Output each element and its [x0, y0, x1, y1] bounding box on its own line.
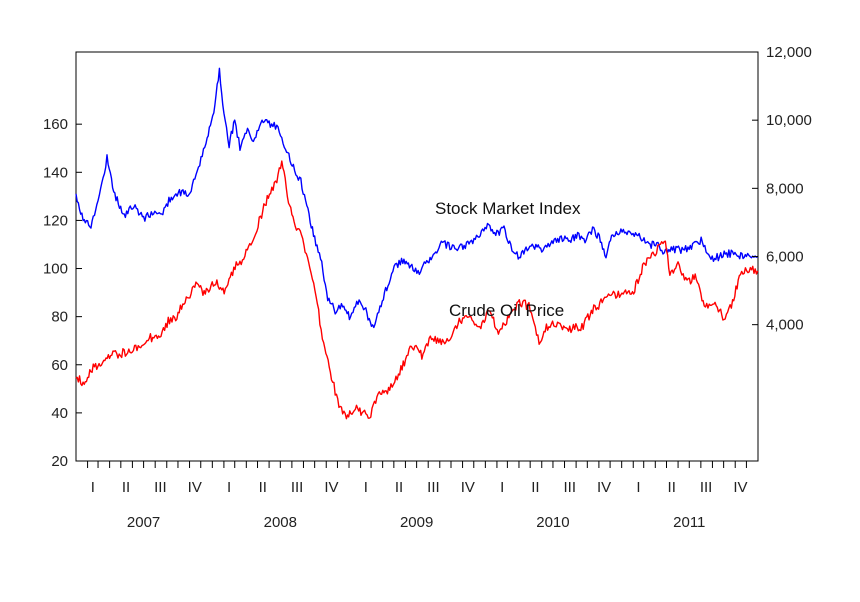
right-axis-tick-label: 8,000: [766, 180, 804, 197]
x-axis-quarter-label: IV: [461, 479, 475, 496]
stock-series-line: [75, 67, 758, 329]
x-axis-quarter-label: IV: [188, 479, 202, 496]
x-axis-quarter-label: I: [364, 479, 368, 496]
x-axis-quarter-label: IV: [597, 479, 611, 496]
right-axis-tick-label: 4,000: [766, 317, 804, 334]
left-axis-tick-label: 160: [43, 116, 68, 133]
x-axis-quarter-label: IV: [324, 479, 338, 496]
crude-oil-price-label: Crude Oil Price: [449, 301, 564, 320]
x-axis-quarter-label: II: [395, 479, 403, 496]
x-axis-quarter-label: III: [700, 479, 713, 496]
x-axis-quarter-label: III: [291, 479, 304, 496]
left-axis-tick-label: 40: [51, 405, 68, 422]
axes-layer: 20 40 60 80 100 120 140 160 4,000 6,000 8,000 10,00…: [43, 44, 812, 531]
x-axis-year-label: 2008: [264, 514, 297, 531]
right-axis-tick-label: 12,000: [766, 44, 812, 61]
x-axis-quarter-label: I: [227, 479, 231, 496]
x-axis-quarter-label: I: [636, 479, 640, 496]
left-axis-tick-label: 20: [51, 453, 68, 470]
x-axis-quarter-label: III: [564, 479, 577, 496]
left-axis-tick-label: 120: [43, 212, 68, 229]
x-axis-quarter-label: II: [122, 479, 130, 496]
right-axis-tick-label: 10,000: [766, 112, 812, 129]
x-axis-quarter-label: II: [531, 479, 539, 496]
left-axis-tick-label: 80: [51, 309, 68, 326]
plot-frame: [75, 51, 759, 462]
x-axis-year-label: 2009: [400, 514, 433, 531]
x-axis-quarter-label: III: [154, 479, 167, 496]
left-axis-tick-label: 100: [43, 261, 68, 278]
x-axis-quarter-label: III: [427, 479, 440, 496]
right-axis-tick-label: 6,000: [766, 249, 804, 266]
left-axis-tick-label: 60: [51, 357, 68, 374]
x-axis-year-label: 2007: [127, 514, 160, 531]
x-axis-quarter-label: IV: [733, 479, 747, 496]
series-layer: [75, 67, 759, 420]
stock-market-index-label: Stock Market Index: [435, 199, 581, 218]
x-axis-quarter-label: I: [91, 479, 95, 496]
x-axis-quarter-label: II: [668, 479, 676, 496]
x-axis-year-label: 2010: [536, 514, 569, 531]
x-axis-quarter-label: I: [500, 479, 504, 496]
x-axis-year-label: 2011: [673, 514, 705, 531]
x-axis-quarter-label: II: [259, 479, 267, 496]
left-axis-tick-label: 140: [43, 164, 68, 181]
oil-series-line: [75, 160, 759, 420]
